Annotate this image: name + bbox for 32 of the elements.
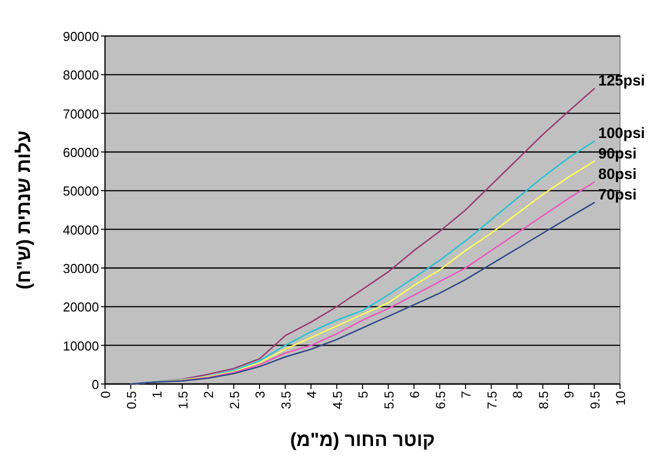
y-tick-label: 30000	[62, 261, 99, 276]
x-tick-label: 6	[407, 391, 422, 398]
x-tick-label: 1.5	[175, 391, 190, 410]
x-tick-label: 4.5	[330, 391, 345, 410]
x-tick-label: 2.5	[226, 391, 242, 410]
x-tick-label: 0.5	[124, 391, 139, 410]
x-tick-label: 5.5	[381, 391, 396, 410]
x-tick-label: 8.5	[536, 391, 551, 410]
x-tick-label: 7.5	[484, 391, 500, 410]
x-tick-label: 1	[150, 391, 164, 398]
x-tick-label: 2	[201, 391, 216, 398]
x-tick-label: 10	[613, 391, 628, 406]
x-tick-label: 4	[304, 391, 319, 398]
x-tick-label: 5	[356, 391, 370, 398]
x-tick-label: 9.5	[587, 391, 602, 410]
x-tick-label: 8	[510, 391, 525, 398]
y-tick-label: 70000	[62, 106, 99, 122]
y-tick-label: 40000	[62, 222, 99, 238]
x-tick-label: 3	[252, 391, 268, 398]
x-tick-label: 3.5	[278, 391, 294, 410]
y-axis-title: עלות שנתית (ש"ח)	[14, 130, 35, 290]
y-tick-label: 80000	[62, 68, 99, 83]
x-tick-label: 6.5	[432, 391, 448, 410]
x-tick-label: 0	[98, 391, 113, 398]
y-tick-label: 60000	[62, 145, 99, 160]
x-tick-label: 9	[562, 391, 576, 398]
y-tick-label: 50000	[62, 184, 99, 199]
x-tick-label: 7	[458, 391, 474, 398]
y-tick-label: 20000	[62, 300, 99, 315]
y-tick-label: 90000	[62, 29, 99, 44]
y-tick-label: 10000	[62, 338, 99, 354]
x-axis-title: קוטר החור (מ"מ)	[290, 430, 435, 451]
